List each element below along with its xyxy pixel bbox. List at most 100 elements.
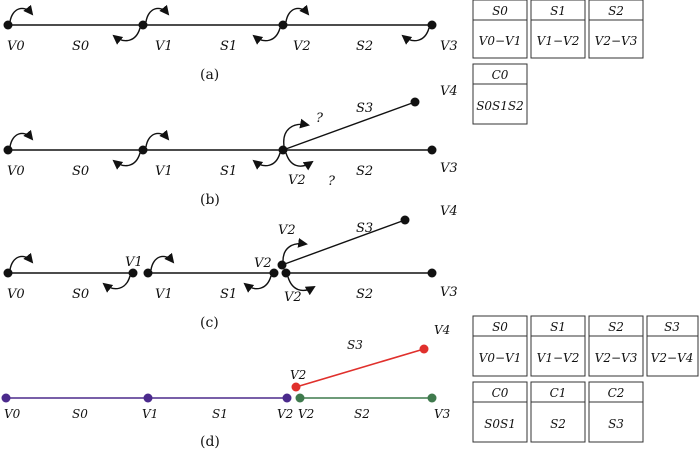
vertex-v2-start [281,268,291,278]
vertex-v4 [400,215,410,225]
vertex-label-v2: V2 [293,39,311,54]
vertex-v3 [427,393,437,403]
segment-card [530,0,586,59]
vertex-v2-end [269,268,279,278]
vertex-v3 [427,20,437,30]
segment-card-range: V2−V3 [595,351,638,365]
segment-card-name: S3 [664,320,680,334]
arrow-left-icon [401,27,430,45]
arrow-right-icon [145,129,170,148]
vertex-v0 [3,20,13,30]
segment-label-s3: S3 [356,221,373,236]
chain-card-name: C0 [492,386,509,400]
vertex-label-v2-start: V2 [284,290,302,305]
segment-label-s0: S0 [72,287,89,302]
segment-card [472,315,528,377]
segment-card [646,315,699,377]
arrow-left-icon [112,27,141,45]
segment-label-s0: S0 [72,164,89,179]
segment-card-name: S2 [608,4,624,18]
arrow-lower-right-icon [287,276,316,296]
segment-card-name: S1 [550,320,566,334]
edge-v2-v4 [282,101,416,151]
question-mark-upper: ? [316,111,324,126]
arrow-right-icon [9,252,34,271]
chain-card-members: S3 [608,417,624,431]
table-d: S0 V0−V1 S1 V1−V2 S2 V2−V3 S3 V2−V4 C0 S… [472,315,699,443]
vertex-label-v2-branch: V2 [290,368,306,382]
arrow-right-icon [145,4,170,23]
segment-card-name: S1 [550,4,566,18]
arrow-upper-right-icon [283,118,310,147]
segment-card-range: V2−V3 [595,34,638,48]
arrow-right-icon [9,129,34,148]
vertex-v2-start [295,393,305,403]
segment-card [588,0,644,59]
caption-c: (c) [200,315,219,331]
vertex-v4 [410,97,420,107]
segment-card-range: V2−V4 [651,351,694,365]
vertex-label-v1: V1 [155,39,173,54]
chain-card-members: S0S1S2 [476,99,524,113]
vertex-label-v0: V0 [7,39,25,54]
edge-v2-v4 [281,219,406,266]
segment-label-s2: S2 [354,407,370,421]
vertex-label-v3: V3 [434,407,451,421]
chain-card-members: S0S1 [484,417,516,431]
arrow-upper-right-icon [282,238,308,262]
segment-label-s1: S1 [212,407,228,421]
segment-label-s0: S0 [72,407,88,421]
segment-card-range: V0−V1 [479,34,522,48]
vertex-label-v2: V2 [288,173,306,188]
arrow-left-icon [252,152,281,170]
segment-card-range: V1−V2 [537,34,580,48]
vertex-label-v0: V0 [7,287,25,302]
arrow-right-icon [9,4,34,23]
vertex-label-v4: V4 [434,323,450,337]
vertex-label-v2-start: V2 [298,407,314,421]
vertex-label-v2-end: V2 [277,407,293,421]
vertex-v2 [278,20,288,30]
segment-label-s1: S1 [220,164,237,179]
caption-d: (d) [200,434,220,450]
vertex-label-v4: V4 [440,204,458,219]
panel-c: V0 S0 V1 V1 S1 V2 V2 V2 S2 S3 V4 V3 (c) [3,204,458,331]
panel-d: V0 S0 V1 S1 V2 V2 V2 S2 S3 V4 V3 (d) [1,323,451,450]
vertex-v1-start [143,268,153,278]
arrow-right-icon [150,252,175,271]
arrow-left-icon [102,275,131,293]
vertex-v4 [419,344,429,354]
segment-card-range: V1−V2 [537,351,580,365]
chain-card-members: S2 [550,417,566,431]
chain-card [472,381,528,443]
segment-label-s3: S3 [356,101,373,116]
vertex-v3 [427,268,437,278]
vertex-v1 [138,20,148,30]
vertex-label-v1-end: V1 [125,255,143,270]
vertex-v1 [138,145,148,155]
segment-card [472,0,528,59]
segment-label-s2: S2 [356,39,373,54]
segment-card-name: S2 [608,320,624,334]
chain-card-name: C1 [550,386,567,400]
vertex-label-v0: V0 [4,407,21,421]
panel-b: ? ? V0 S0 V1 S1 V2 S2 S3 V4 V3 (b) [3,84,458,208]
vertex-v2 [278,145,288,155]
vertex-v1 [143,393,153,403]
vertex-label-v1-start: V1 [155,287,173,302]
arrow-left-icon [243,275,272,293]
vertex-label-v3: V3 [440,39,458,54]
arrow-left-icon [112,152,141,170]
segment-card [530,315,586,377]
arrow-lower-right-icon [285,152,314,171]
chain-card [588,381,644,443]
vertex-v2-end [282,393,292,403]
vertex-label-v1: V1 [155,164,173,179]
question-mark-lower: ? [328,174,336,189]
caption-a: (a) [200,67,219,83]
panel-a: V0 S0 V1 S1 V2 S2 V3 (a) [3,4,458,83]
table-a: S0 V0−V1 S1 V1−V2 S2 V2−V3 C0 S0S1S2 [472,0,644,125]
segment-label-s1: S1 [220,39,237,54]
vertex-label-v2-branch: V2 [278,223,296,238]
